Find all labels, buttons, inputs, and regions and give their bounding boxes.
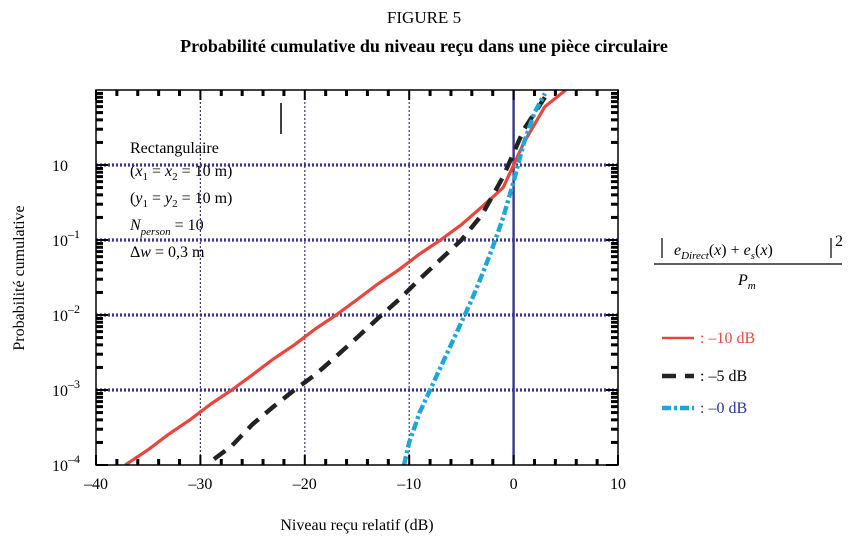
- legend-label-2: : –0 dB: [700, 400, 747, 417]
- plot-frame: [95, 89, 619, 466]
- y-tick-label: 10: [52, 158, 68, 175]
- series-lines: [124, 90, 567, 465]
- x-tick-label: –30: [187, 476, 212, 493]
- legend-label-0: : –10 dB: [700, 330, 755, 347]
- series-line-2: [401, 92, 547, 465]
- annotation-line-4: Nperson = 10: [129, 217, 204, 238]
- annotation-line-3: (y1 = y2 = 10 m): [130, 190, 232, 210]
- formula-numerator: eDirect(x) + es(x): [674, 242, 773, 262]
- y-tick-label: 10–4: [52, 452, 80, 475]
- formula-exponent: 2: [835, 233, 843, 250]
- annotation-line-2: (x1 = x2 = 10 m): [130, 163, 232, 183]
- x-tick-label: –10: [396, 476, 421, 493]
- x-tick-label: –20: [292, 476, 317, 493]
- series-line-0: [124, 90, 567, 465]
- legend: : –10 dB : –5 dB : –0 dB: [662, 330, 755, 417]
- y-tick-label: 10–1: [52, 227, 80, 250]
- legend-label-1: : –5 dB: [700, 368, 747, 385]
- y-tick-labels: 10–4 10–3 10–2 10–1 10: [52, 158, 80, 475]
- axis-ticks: [95, 90, 619, 466]
- figure-label: FIGURE 5: [386, 8, 462, 27]
- y-tick-label: 10–3: [52, 377, 80, 400]
- annotation-line-1: Rectangulaire: [130, 140, 219, 157]
- y-axis-label: Probabilité cumulative: [11, 205, 28, 350]
- x-tick-labels: –40 –30 –20 –10 0 10: [83, 476, 626, 493]
- formula-denominator: Pm: [737, 272, 756, 292]
- grid: [96, 90, 618, 465]
- x-tick-label: 10: [610, 476, 626, 493]
- x-axis-label: Niveau reçu relatif (dB): [280, 517, 433, 534]
- formula: eDirect(x) + es(x) 2 Pm: [654, 233, 843, 292]
- x-tick-label: 0: [510, 476, 518, 493]
- annotation-line-5: Δw = 0,3 m: [130, 244, 205, 261]
- x-tick-label: –40: [83, 476, 108, 493]
- y-tick-label: 10–2: [52, 302, 80, 325]
- annotation-box: Rectangulaire (x1 = x2 = 10 m) (y1 = y2 …: [129, 140, 232, 261]
- series-line-1: [212, 96, 547, 461]
- chart-title: Probabilité cumulative du niveau reçu da…: [180, 36, 668, 56]
